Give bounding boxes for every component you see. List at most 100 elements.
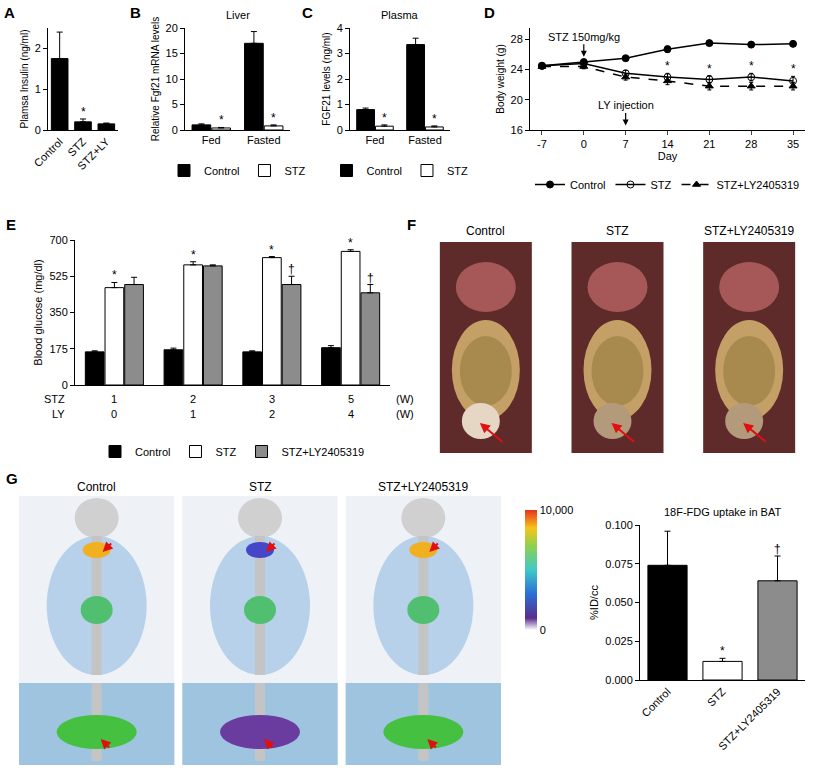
svg-text:STZ: STZ xyxy=(705,685,728,708)
svg-text:10: 10 xyxy=(166,73,178,85)
svg-text:(W): (W) xyxy=(396,393,414,405)
svg-text:G: G xyxy=(6,470,18,487)
svg-text:(W): (W) xyxy=(396,408,414,420)
svg-text:0.000: 0.000 xyxy=(605,674,633,686)
svg-text:2: 2 xyxy=(269,408,275,420)
svg-text:525: 525 xyxy=(49,270,67,282)
svg-text:STZ: STZ xyxy=(249,480,272,494)
svg-text:0.075: 0.075 xyxy=(605,558,633,570)
svg-text:*: * xyxy=(271,111,276,125)
svg-text:0.050: 0.050 xyxy=(605,596,633,608)
svg-text:Control: Control xyxy=(204,165,239,177)
svg-text:0.025: 0.025 xyxy=(605,635,633,647)
svg-text:Fasted: Fasted xyxy=(408,134,442,146)
svg-text:*: * xyxy=(219,113,224,127)
svg-text:3: 3 xyxy=(269,393,275,405)
svg-text:B: B xyxy=(130,4,141,21)
svg-text:D: D xyxy=(484,4,495,21)
svg-text:700: 700 xyxy=(49,234,67,246)
svg-text:2: 2 xyxy=(35,42,41,54)
svg-text:STZ+LY2405319: STZ+LY2405319 xyxy=(717,179,800,191)
svg-text:LY: LY xyxy=(52,408,65,420)
svg-text:Fed: Fed xyxy=(366,134,385,146)
svg-text:0: 0 xyxy=(540,624,546,636)
svg-text:4: 4 xyxy=(337,22,343,34)
svg-text:18F-FDG uptake in BAT: 18F-FDG uptake in BAT xyxy=(664,506,781,518)
svg-text:LY injection: LY injection xyxy=(598,99,654,111)
svg-text:Blood glucose (mg/dl): Blood glucose (mg/dl) xyxy=(32,259,44,365)
svg-text:STZ+LY: STZ+LY xyxy=(75,135,112,172)
svg-text:Fasted: Fasted xyxy=(247,134,281,146)
svg-text:STZ: STZ xyxy=(606,224,629,238)
svg-text:Control: Control xyxy=(466,224,505,238)
svg-text:Plamsa Insulin (ng/ml): Plamsa Insulin (ng/ml) xyxy=(19,30,30,129)
svg-text:2: 2 xyxy=(337,73,343,85)
svg-text:14: 14 xyxy=(661,138,673,150)
svg-text:STZ+LY2405319: STZ+LY2405319 xyxy=(282,446,365,458)
svg-text:1: 1 xyxy=(111,393,117,405)
svg-text:*: * xyxy=(432,112,437,126)
svg-text:0: 0 xyxy=(62,379,68,391)
svg-text:Control: Control xyxy=(31,136,65,170)
svg-text:350: 350 xyxy=(49,306,67,318)
svg-text:Control: Control xyxy=(367,165,402,177)
svg-text:STZ: STZ xyxy=(215,446,236,458)
svg-text:†: † xyxy=(288,262,295,276)
svg-text:*: * xyxy=(269,243,274,257)
svg-text:*: * xyxy=(791,62,796,76)
svg-text:7: 7 xyxy=(623,138,629,150)
svg-text:E: E xyxy=(6,216,16,233)
svg-text:1: 1 xyxy=(337,98,343,110)
svg-text:-7: -7 xyxy=(537,138,547,150)
svg-text:*: * xyxy=(191,248,196,262)
svg-text:Body weight (g): Body weight (g) xyxy=(495,44,506,113)
svg-text:%ID/cc: %ID/cc xyxy=(588,585,600,620)
svg-text:*: * xyxy=(720,644,725,658)
svg-text:0.100: 0.100 xyxy=(605,519,633,531)
svg-text:Control: Control xyxy=(77,480,116,494)
svg-text:1: 1 xyxy=(190,408,196,420)
svg-text:2: 2 xyxy=(190,393,196,405)
svg-text:Plasma: Plasma xyxy=(381,9,419,21)
svg-text:STZ: STZ xyxy=(44,393,65,405)
svg-text:1: 1 xyxy=(35,83,41,95)
svg-text:Control: Control xyxy=(570,179,605,191)
svg-text:175: 175 xyxy=(49,343,67,355)
svg-text:35: 35 xyxy=(787,138,799,150)
svg-text:STZ 150mg/kg: STZ 150mg/kg xyxy=(548,31,620,43)
svg-text:5: 5 xyxy=(172,98,178,110)
svg-text:Fed: Fed xyxy=(202,134,221,146)
svg-text:28: 28 xyxy=(511,33,523,45)
svg-text:Day: Day xyxy=(658,150,678,162)
svg-text:STZ+LY2405319: STZ+LY2405319 xyxy=(704,224,795,238)
svg-text:0: 0 xyxy=(172,124,178,136)
svg-text:15: 15 xyxy=(166,47,178,59)
svg-text:20: 20 xyxy=(511,94,523,106)
svg-text:0: 0 xyxy=(111,408,117,420)
svg-text:21: 21 xyxy=(703,138,715,150)
svg-text:*: * xyxy=(665,59,670,73)
svg-text:STZ: STZ xyxy=(65,135,88,158)
svg-text:10,000: 10,000 xyxy=(540,504,574,516)
svg-text:3: 3 xyxy=(337,47,343,59)
svg-text:0: 0 xyxy=(337,124,343,136)
svg-text:*: * xyxy=(81,105,86,119)
svg-text:0: 0 xyxy=(35,124,41,136)
svg-text:Control: Control xyxy=(639,686,673,720)
svg-text:20: 20 xyxy=(166,22,178,34)
svg-text:STZ: STZ xyxy=(284,165,305,177)
svg-text:†: † xyxy=(774,542,781,556)
svg-text:*: * xyxy=(348,236,353,250)
svg-text:28: 28 xyxy=(745,138,757,150)
svg-text:†: † xyxy=(367,271,374,285)
svg-text:0: 0 xyxy=(581,138,587,150)
svg-text:*: * xyxy=(112,268,117,282)
svg-text:FGF21 levels (ng/ml): FGF21 levels (ng/ml) xyxy=(321,32,332,125)
svg-text:Control: Control xyxy=(135,446,170,458)
svg-text:16: 16 xyxy=(511,124,523,136)
svg-text:5: 5 xyxy=(348,393,354,405)
svg-text:*: * xyxy=(707,62,712,76)
svg-text:*: * xyxy=(382,111,387,125)
svg-text:24: 24 xyxy=(511,63,523,75)
svg-text:Relative Fgf21 mRNA levels: Relative Fgf21 mRNA levels xyxy=(150,17,161,142)
